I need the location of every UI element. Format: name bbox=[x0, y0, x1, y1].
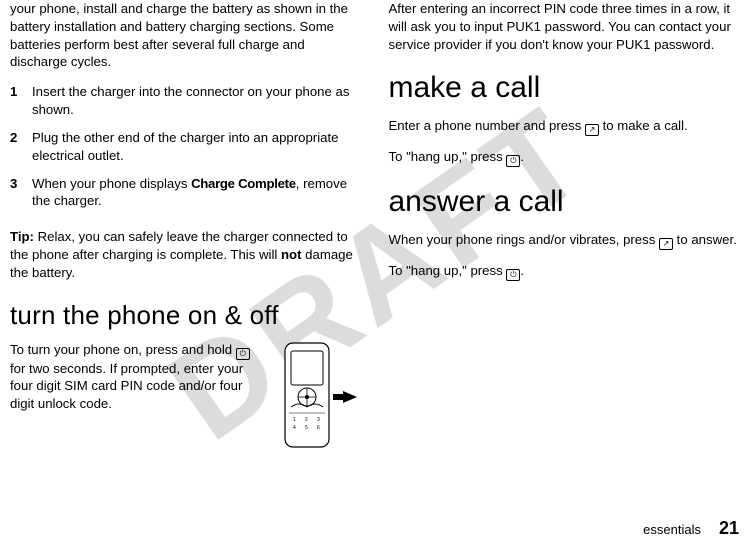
charge-complete-label: Charge Complete bbox=[191, 176, 296, 191]
svg-text:4: 4 bbox=[293, 425, 296, 431]
hang-pre: To "hang up," press bbox=[389, 263, 507, 278]
turn-on-text: To turn your phone on, press and hold ⏻ … bbox=[10, 341, 257, 413]
hang-post: . bbox=[520, 263, 524, 278]
puk-paragraph: After entering an incorrect PIN code thr… bbox=[389, 0, 740, 53]
hangup-text-1: To "hang up," press ⏻. bbox=[389, 148, 740, 167]
turn-on-row: To turn your phone on, press and hold ⏻ … bbox=[10, 341, 361, 451]
step-num: 1 bbox=[10, 83, 32, 119]
tip-not: not bbox=[281, 247, 302, 262]
step-3: 3 When your phone displays Charge Comple… bbox=[10, 175, 361, 211]
step-num: 2 bbox=[10, 129, 32, 165]
power-key-icon: ⏻ bbox=[236, 348, 250, 360]
step3-pre: When your phone displays bbox=[32, 176, 191, 191]
end-key-icon: ⏻ bbox=[506, 269, 520, 281]
svg-text:3: 3 bbox=[317, 417, 320, 423]
svg-text:5: 5 bbox=[305, 425, 308, 431]
ans-post: to answer. bbox=[673, 232, 737, 247]
ans-pre: When your phone rings and/or vibrates, p… bbox=[389, 232, 660, 247]
make-post: to make a call. bbox=[599, 118, 688, 133]
page-content: your phone, install and charge the batte… bbox=[0, 0, 755, 545]
turn-mid: for two seconds. If prompted, enter your… bbox=[10, 361, 243, 412]
step-2: 2 Plug the other end of the charger into… bbox=[10, 129, 361, 165]
svg-text:2: 2 bbox=[305, 417, 308, 423]
hangup-text-2: To "hang up," press ⏻. bbox=[389, 262, 740, 281]
end-key-icon: ⏻ bbox=[506, 155, 520, 167]
answer-call-text: When your phone rings and/or vibrates, p… bbox=[389, 231, 740, 250]
hang-pre: To "hang up," press bbox=[389, 149, 507, 164]
hang-post: . bbox=[520, 149, 524, 164]
svg-text:6: 6 bbox=[317, 425, 320, 431]
make-pre: Enter a phone number and press bbox=[389, 118, 585, 133]
steps-list: 1 Insert the charger into the connector … bbox=[10, 83, 361, 220]
tip-label: Tip: bbox=[10, 229, 34, 244]
step-text: Insert the charger into the connector on… bbox=[32, 83, 361, 119]
send-key-icon: ↗ bbox=[659, 238, 673, 250]
turn-pre: To turn your phone on, press and hold bbox=[10, 342, 236, 357]
step-text: Plug the other end of the charger into a… bbox=[32, 129, 361, 165]
step-num: 3 bbox=[10, 175, 32, 211]
left-column: your phone, install and charge the batte… bbox=[10, 0, 361, 545]
heading-make-call: make a call bbox=[389, 71, 740, 105]
send-key-icon: ↗ bbox=[585, 124, 599, 136]
svg-text:1: 1 bbox=[293, 417, 296, 423]
right-column: After entering an incorrect PIN code thr… bbox=[389, 0, 740, 545]
step-1: 1 Insert the charger into the connector … bbox=[10, 83, 361, 119]
heading-turn-on-off: turn the phone on & off bbox=[10, 300, 361, 331]
heading-answer-call: answer a call bbox=[389, 185, 740, 219]
make-call-text: Enter a phone number and press ↗ to make… bbox=[389, 117, 740, 136]
intro-paragraph: your phone, install and charge the batte… bbox=[10, 0, 361, 71]
step-text: When your phone displays Charge Complete… bbox=[32, 175, 361, 211]
tip-paragraph: Tip: Relax, you can safely leave the cha… bbox=[10, 228, 361, 281]
phone-illustration: 1 2 3 4 5 6 bbox=[271, 341, 361, 451]
